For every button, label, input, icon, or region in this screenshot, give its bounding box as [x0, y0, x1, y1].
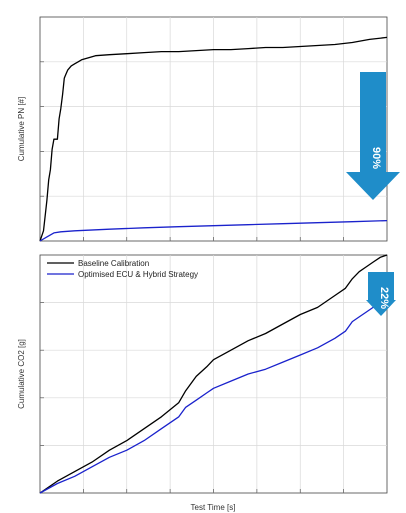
ticks-pn	[40, 61, 344, 241]
down-arrow-icon	[346, 72, 400, 200]
legend-label-optimised: Optimised ECU & Hybrid Strategy	[78, 270, 198, 279]
reduction-percent-label: 22%	[378, 287, 390, 309]
reduction-arrow-co2: 22%	[366, 272, 396, 316]
chart-panel-pn: 90% Cumulative PN [#]	[17, 16, 400, 242]
series-line-baseline-co2	[39, 254, 388, 494]
legend-label-baseline: Baseline Calibration	[78, 259, 149, 268]
x-axis-label-co2: Test Time [s]	[191, 503, 236, 512]
chart-panel-co2: 22% Baseline Calibration Optimised ECU &…	[17, 254, 396, 512]
y-axis-label-co2: Cumulative CO2 [g]	[17, 339, 26, 409]
series-lines-co2	[39, 254, 388, 494]
series-line-baseline-pn	[39, 36, 388, 242]
ticks-co2	[40, 302, 344, 493]
y-axis-label-pn: Cumulative PN [#]	[17, 97, 26, 161]
down-arrow-icon	[366, 272, 396, 316]
grid-co2	[40, 255, 387, 493]
legend: Baseline Calibration Optimised ECU & Hyb…	[47, 259, 198, 279]
series-line-optimised-pn	[39, 219, 388, 242]
series-line-optimised-co2	[39, 299, 388, 494]
reduction-percent-label: 90%	[370, 147, 382, 169]
series-lines-pn	[39, 36, 388, 242]
reduction-arrow-pn: 90%	[346, 72, 400, 200]
